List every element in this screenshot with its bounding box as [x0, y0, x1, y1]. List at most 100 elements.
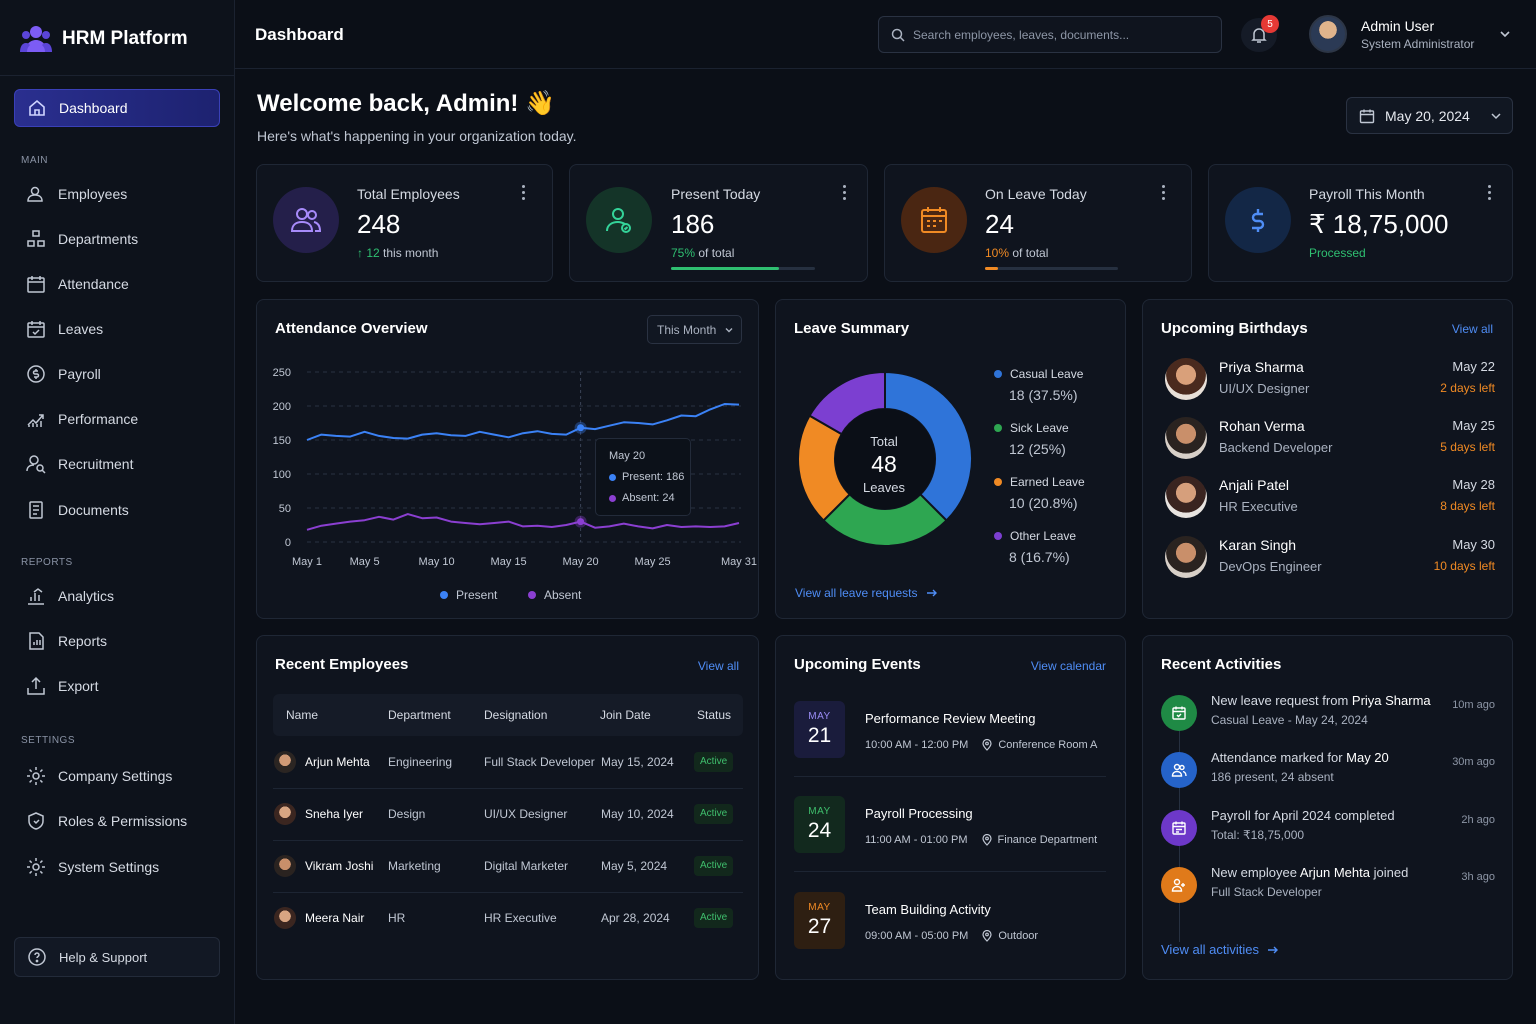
table-row[interactable]: Meera Nair HR HR Executive Apr 28, 2024 …	[273, 893, 743, 945]
card-title: Recent Employees	[275, 656, 409, 673]
employee-department: HR	[388, 911, 406, 925]
employee-designation: Full Stack Developer	[484, 755, 595, 769]
sidebar-item-export[interactable]: Export	[14, 667, 220, 705]
event-title: Performance Review Meeting	[865, 711, 1036, 726]
event-item[interactable]: MAY 21 Performance Review Meeting 10:00 A…	[794, 701, 1106, 777]
sidebar-item-attendance[interactable]: Attendance	[14, 265, 220, 303]
card-title: Recent Activities	[1161, 656, 1282, 673]
stat-card-payroll[interactable]: Payroll This Month ₹ 18,75,000 Processed	[1208, 164, 1513, 282]
app-logo[interactable]: HRM Platform	[20, 24, 188, 54]
sidebar-item-payroll[interactable]: Payroll	[14, 355, 220, 393]
table-row[interactable]: Vikram Joshi Marketing Digital Marketer …	[273, 841, 743, 893]
view-leave-requests-link[interactable]: View all leave requests	[795, 586, 938, 600]
user-add-icon	[1161, 867, 1197, 903]
birthday-item[interactable]: Karan Singh DevOps Engineer May 30 10 da…	[1165, 535, 1515, 581]
user-menu[interactable]: Admin User System Administrator	[1309, 15, 1512, 53]
activity-item[interactable]: Attendance marked for May 20 186 present…	[1161, 750, 1495, 800]
event-time: 09:00 AM - 05:00 PM	[865, 930, 969, 942]
activity-item[interactable]: Payroll for April 2024 completed Total: …	[1161, 808, 1495, 858]
chevron-down-icon	[1491, 112, 1501, 119]
sidebar-item-label: Documents	[58, 502, 129, 518]
view-all-employees-link[interactable]: View all	[697, 659, 739, 673]
column-header[interactable]: Join Date	[600, 708, 651, 722]
column-header[interactable]: Designation	[484, 708, 548, 722]
sidebar-item-label: Dashboard	[59, 100, 128, 116]
stat-card-total-employees[interactable]: Total Employees 248 ↑ 12 this month	[256, 164, 553, 282]
sidebar-item-label: Departments	[58, 231, 139, 247]
help-support-button[interactable]: Help & Support	[14, 937, 220, 977]
person-name: Anjali Patel	[1219, 477, 1290, 493]
person-role: UI/UX Designer	[1219, 381, 1310, 396]
sidebar-item-dashboard[interactable]: Dashboard	[14, 89, 220, 127]
search-input[interactable]	[913, 27, 1213, 42]
card-title: Attendance Overview	[275, 320, 428, 337]
date-picker[interactable]: May 20, 2024	[1346, 97, 1513, 134]
activity-item[interactable]: New employee Arjun Mehta joined Full Sta…	[1161, 865, 1495, 915]
event-item[interactable]: MAY 27 Team Building Activity 09:00 AM - …	[794, 892, 1106, 972]
period-select[interactable]: This Month	[647, 315, 742, 344]
recent-activities-card: Recent Activities New leave request from…	[1142, 635, 1513, 980]
table-row[interactable]: Arjun Mehta Engineering Full Stack Devel…	[273, 737, 743, 789]
view-all-activities-link[interactable]: View all activities	[1161, 942, 1279, 957]
chevron-down-icon	[725, 327, 733, 332]
view-all-birthdays-link[interactable]: View all	[1451, 322, 1493, 336]
birthday-item[interactable]: Priya Sharma UI/UX Designer May 22 2 day…	[1165, 357, 1515, 403]
more-icon[interactable]	[1162, 185, 1166, 203]
employee-designation: Digital Marketer	[484, 859, 569, 873]
upcoming-birthdays-card: Upcoming Birthdays View all Priya Sharma…	[1142, 299, 1513, 619]
table-row[interactable]: Sneha Iyer Design UI/UX Designer May 10,…	[273, 789, 743, 841]
sidebar-item-analytics[interactable]: Analytics	[14, 577, 220, 615]
calendar-icon	[1161, 810, 1197, 846]
activity-highlight: Arjun Mehta	[1299, 865, 1370, 880]
upcoming-events-card: Upcoming Events View calendar MAY 21 Perf…	[775, 635, 1126, 980]
stat-percent: 75%	[671, 246, 696, 260]
more-icon[interactable]	[1488, 185, 1492, 203]
sidebar-item-leaves[interactable]: Leaves	[14, 310, 220, 348]
view-calendar-link[interactable]: View calendar	[1030, 659, 1106, 673]
leave-summary-card: Leave Summary Total 48 Leaves Casual Lea…	[775, 299, 1126, 619]
days-left: 2 days left	[1440, 381, 1495, 395]
activity-item[interactable]: New leave request from Priya Sharma Casu…	[1161, 693, 1495, 743]
stat-card-present-today[interactable]: Present Today 186 75% of total	[569, 164, 868, 282]
document-icon	[29, 501, 43, 519]
y-tick-label: 100	[273, 469, 291, 481]
event-item[interactable]: MAY 24 Payroll Processing 11:00 AM - 01:0…	[794, 796, 1106, 872]
calendar-check-icon	[27, 321, 45, 338]
leave-donut-chart[interactable]	[790, 364, 980, 554]
days-left: 10 days left	[1433, 559, 1495, 573]
sidebar-item-system-settings[interactable]: System Settings	[14, 848, 220, 886]
event-date-badge: MAY 24	[794, 796, 845, 853]
legend-absent[interactable]: Absent	[528, 588, 581, 602]
search-box[interactable]	[878, 16, 1222, 53]
sidebar-item-company-settings[interactable]: Company Settings	[14, 757, 220, 795]
activity-text: New leave request from	[1211, 693, 1352, 708]
sidebar-item-employees[interactable]: Employees	[14, 175, 220, 213]
sidebar-item-reports[interactable]: Reports	[14, 622, 220, 660]
event-location: Outdoor	[998, 930, 1039, 942]
more-icon[interactable]	[522, 185, 526, 203]
export-icon	[27, 676, 45, 695]
progress-bar	[671, 267, 815, 270]
sidebar-item-departments[interactable]: Departments	[14, 220, 220, 258]
birthday-date: May 25	[1452, 418, 1495, 433]
calendar-icon	[27, 276, 45, 293]
column-header[interactable]: Status	[697, 708, 732, 722]
column-header[interactable]: Name	[286, 708, 319, 722]
legend-other-leave: Other Leave 8 (16.7%)	[994, 529, 1076, 565]
sidebar-item-recruitment[interactable]: Recruitment	[14, 445, 220, 483]
person-name: Priya Sharma	[1219, 359, 1304, 375]
birthday-item[interactable]: Rohan Verma Backend Developer May 25 5 d…	[1165, 416, 1515, 462]
sidebar-item-performance[interactable]: Performance	[14, 400, 220, 438]
tooltip-date: May 20	[609, 450, 646, 462]
column-header[interactable]: Department	[388, 708, 451, 722]
stat-card-on-leave[interactable]: On Leave Today 24 10% of total	[884, 164, 1192, 282]
legend-present[interactable]: Present	[440, 588, 497, 602]
sidebar-item-documents[interactable]: Documents	[14, 491, 220, 529]
y-tick-label: 150	[273, 435, 291, 447]
person-name: Rohan Verma	[1219, 418, 1305, 434]
sidebar-item-roles-permissions[interactable]: Roles & Permissions	[14, 802, 220, 840]
period-value: This Month	[657, 322, 717, 337]
birthday-item[interactable]: Anjali Patel HR Executive May 28 8 days …	[1165, 475, 1515, 521]
more-icon[interactable]	[843, 185, 847, 203]
recent-employees-card: Recent Employees View all Name Departmen…	[256, 635, 759, 980]
